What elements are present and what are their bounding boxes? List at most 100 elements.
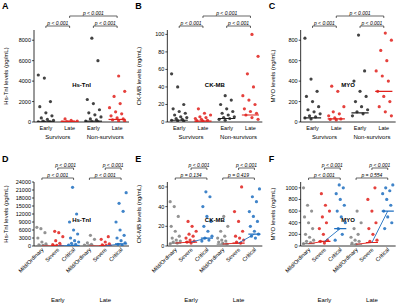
y-axis-label: MYO levels (ng/mL) [270, 187, 276, 240]
x-tick-label: Late [198, 125, 209, 131]
point [319, 112, 322, 115]
p-value: p < 0.001 [102, 162, 124, 168]
point [309, 77, 312, 80]
point [379, 49, 382, 52]
x-tick-label: Late [378, 125, 389, 131]
point [99, 115, 102, 118]
point [87, 111, 90, 114]
point [114, 220, 117, 223]
point [375, 69, 378, 72]
point [323, 241, 326, 244]
comparison-bracket [42, 178, 74, 180]
y-tick [32, 60, 34, 61]
point [366, 108, 369, 111]
point [176, 85, 179, 88]
marks [302, 183, 395, 246]
point [249, 110, 252, 113]
point [197, 107, 200, 110]
p-value: p < 0.001 [349, 10, 371, 16]
y-tick-label: 2000 [19, 99, 31, 105]
y-tick [299, 60, 301, 61]
point [73, 239, 76, 242]
point [311, 100, 314, 103]
point [170, 225, 173, 228]
comparison-bracket [89, 178, 121, 180]
y-tick-label: 18000 [16, 195, 31, 201]
point [234, 235, 237, 238]
y-tick-label: 400 [288, 220, 297, 226]
median [351, 112, 368, 113]
p-value: p = 0.554 [360, 172, 382, 178]
point [195, 230, 198, 233]
point [37, 73, 40, 76]
panel-label: B [135, 1, 142, 11]
point [203, 112, 206, 115]
x-tick-label: Early [40, 125, 53, 131]
point [206, 230, 209, 233]
x-axis-line [34, 122, 129, 123]
point [224, 94, 227, 97]
y-tick [32, 190, 34, 191]
point [86, 98, 89, 101]
median [304, 117, 321, 118]
point [184, 237, 187, 240]
y-axis-line [300, 30, 301, 122]
y-axis-label: Hs-TnI levels (pg/mL) [3, 185, 9, 242]
point [109, 114, 112, 117]
y-tick-label: 600 [288, 58, 297, 64]
point [382, 95, 385, 98]
annotation: CK-MB [205, 82, 226, 88]
x-tick-label: Early [220, 125, 233, 131]
point [89, 234, 92, 237]
point [367, 227, 370, 230]
median-line [105, 244, 121, 246]
x-axis-line [34, 246, 129, 247]
point [325, 221, 328, 224]
point [256, 220, 259, 223]
p-value: p < 0.001 [94, 20, 116, 26]
point [93, 113, 96, 116]
y-tick-label: 15000 [16, 203, 31, 209]
point [96, 59, 99, 62]
median [85, 121, 102, 122]
y-tick [165, 226, 167, 227]
y-tick-label: 6000 [19, 58, 31, 64]
p-value: p < 0.001 [215, 10, 237, 16]
marks [170, 33, 260, 122]
point [303, 37, 306, 40]
y-tick [32, 230, 34, 231]
point [378, 105, 381, 108]
x-tick-label: Mild/Ordinary [151, 246, 179, 274]
point [349, 236, 352, 239]
x-axis-line [167, 246, 262, 247]
y-tick-label: 0 [28, 243, 31, 249]
point [119, 102, 122, 105]
median-line [239, 234, 255, 243]
point [100, 238, 103, 241]
point [224, 119, 227, 122]
x-axis-line [167, 122, 262, 123]
point [237, 220, 240, 223]
x-tick-label: Early [354, 125, 367, 131]
y-axis-label: Hs-TnI levels (pg/mL) [3, 47, 9, 104]
point [353, 239, 356, 242]
p-value: p < 0.001 [368, 162, 390, 168]
point [107, 235, 110, 238]
point [178, 110, 181, 113]
p-value: p = 0.419 [227, 172, 249, 178]
point [251, 195, 254, 198]
comparison-bracket [336, 16, 384, 18]
y-tick [299, 122, 301, 123]
p-value: p < 0.001 [235, 162, 257, 168]
point [114, 110, 117, 113]
point [175, 238, 178, 241]
point [43, 76, 46, 79]
point [210, 235, 213, 238]
point [351, 114, 354, 117]
group-label: Non-survivors [353, 134, 390, 140]
y-tick-label: 80 [158, 49, 164, 55]
x-tick-label: Mild/Ordinary [284, 246, 312, 274]
x-tick-label: Severe [177, 246, 194, 263]
annotation: CK-MB [205, 217, 226, 223]
point [248, 210, 251, 213]
